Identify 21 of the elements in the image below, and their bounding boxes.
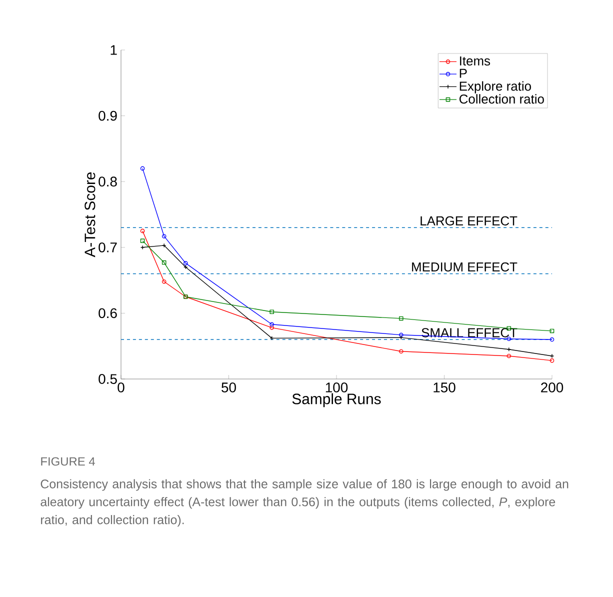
legend-label: Items [460,56,490,66]
ref-line-label: MEDIUM EFFECT [412,262,518,272]
y-tick-label: 0.8 [98,176,117,187]
caption: FIGURE 4 [41,457,95,466]
legend-label: Collection ratio [460,94,544,104]
y-tick-label: 0.9 [98,110,117,121]
y-tick-label: 0.6 [98,308,117,318]
x-tick-label: 150 [434,382,456,392]
text: Consistency analysis that shows that the sample size value of 180 is large enough to avoid an aleatory uncertainty effect (A-test lower than 0.56) in the outputs (items collected, P, explore ratio, and collection ratio). [40,479,568,527]
ref-line-label: LARGE EFFECT [420,216,518,226]
legend-label: Explore ratio [460,81,531,94]
x-axis-title: Sample Runs [292,393,381,408]
y-tick-label: 1 [110,45,117,55]
x-tick-label: 100 [326,382,348,392]
x-tick-label: 0 [118,382,124,392]
y-tick-label: 0.7 [98,242,117,252]
y-axis-title: A-Test Score [84,172,96,258]
legend-label: P [460,68,467,78]
x-tick-label: 200 [541,382,564,392]
x-tick-label: 50 [222,382,236,392]
y-tick-label: 0.5 [98,374,117,384]
